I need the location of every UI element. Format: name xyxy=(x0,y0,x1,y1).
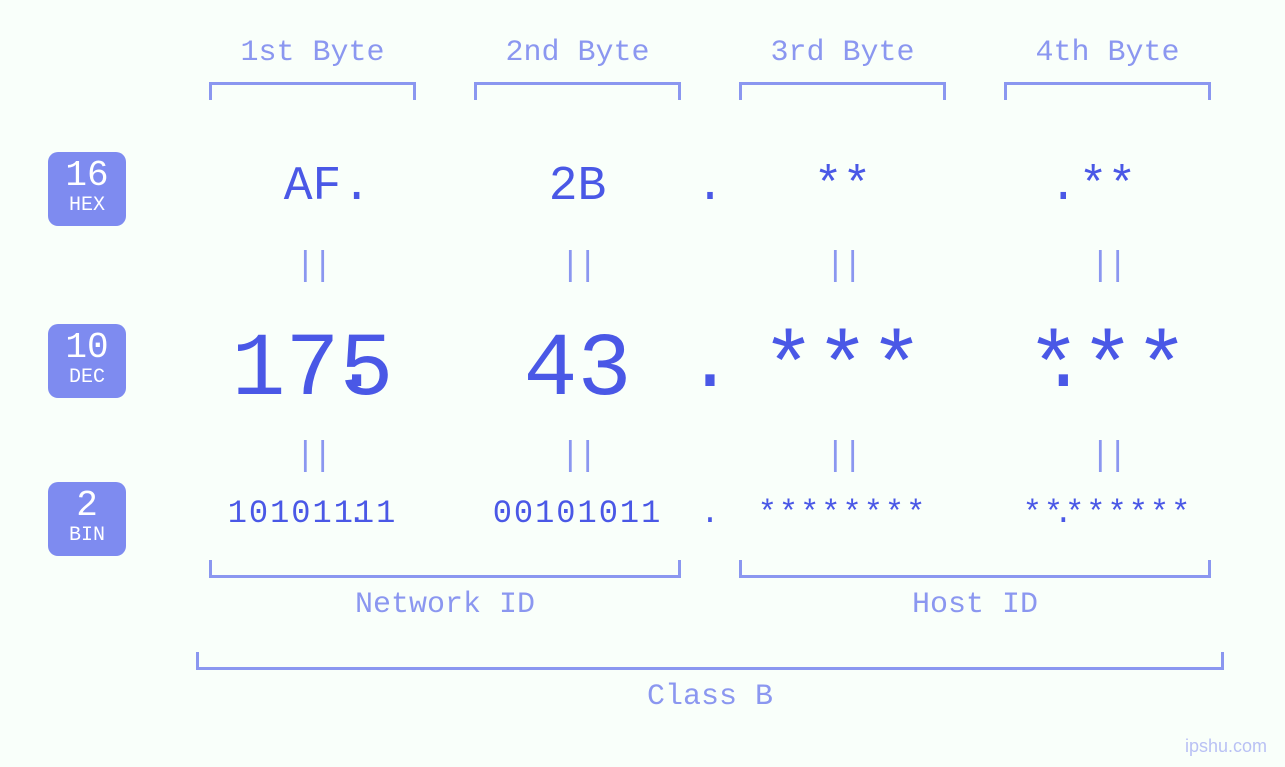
equals: || xyxy=(560,248,595,286)
hex-byte-2: 2B xyxy=(549,160,607,214)
label-host-id: Host ID xyxy=(912,588,1038,622)
byte-brackets-top xyxy=(180,82,1240,100)
byte-header-2: 2nd Byte xyxy=(505,36,649,70)
equals: || xyxy=(295,248,330,286)
hex-row: AF 2B ** ** xyxy=(180,160,1240,214)
label-network-id: Network ID xyxy=(355,588,535,622)
equals: || xyxy=(1090,438,1125,476)
equals: || xyxy=(825,248,860,286)
bracket-byte-3 xyxy=(739,82,946,100)
byte-header-1: 1st Byte xyxy=(240,36,384,70)
equals-row-2: || || || || xyxy=(180,438,1240,476)
bracket-byte-4 xyxy=(1004,82,1211,100)
base-badge-dec: 10 DEC xyxy=(48,324,126,398)
dec-byte-1: 175 xyxy=(231,320,393,422)
bracket-class xyxy=(196,652,1224,670)
dec-byte-2: 43 xyxy=(523,320,631,422)
byte-headers: 1st Byte 2nd Byte 3rd Byte 4th Byte xyxy=(180,36,1240,70)
bin-byte-2: 00101011 xyxy=(493,495,663,532)
bracket-byte-2 xyxy=(474,82,681,100)
base-num-bin: 2 xyxy=(48,488,126,524)
bracket-byte-1 xyxy=(209,82,416,100)
base-num-hex: 16 xyxy=(48,158,126,194)
watermark: ipshu.com xyxy=(1185,736,1267,757)
bin-byte-1: 10101111 xyxy=(228,495,398,532)
base-num-dec: 10 xyxy=(48,330,126,366)
equals: || xyxy=(295,438,330,476)
base-label-dec: DEC xyxy=(48,368,126,388)
dec-row: 175 43 *** *** xyxy=(180,320,1240,422)
base-label-hex: HEX xyxy=(48,196,126,216)
bracket-host xyxy=(739,560,1211,578)
base-badge-bin: 2 BIN xyxy=(48,482,126,556)
class-bracket-row xyxy=(180,652,1240,670)
bin-byte-4: ******** xyxy=(1023,495,1193,532)
hex-byte-1: AF xyxy=(284,160,342,214)
label-class: Class B xyxy=(647,680,773,714)
equals: || xyxy=(825,438,860,476)
byte-header-3: 3rd Byte xyxy=(770,36,914,70)
equals-row-1: || || || || xyxy=(180,248,1240,286)
equals: || xyxy=(560,438,595,476)
bracket-network xyxy=(209,560,681,578)
base-badge-hex: 16 HEX xyxy=(48,152,126,226)
byte-header-4: 4th Byte xyxy=(1035,36,1179,70)
net-host-labels: Network ID Host ID xyxy=(180,588,1240,622)
dec-byte-4: *** xyxy=(1026,320,1188,422)
class-label-row: Class B xyxy=(180,680,1240,714)
equals: || xyxy=(1090,248,1125,286)
base-label-bin: BIN xyxy=(48,526,126,546)
net-host-brackets xyxy=(180,560,1240,578)
hex-byte-4: ** xyxy=(1079,160,1137,214)
bin-byte-3: ******** xyxy=(758,495,928,532)
bin-row: 10101111 00101011 ******** ******** xyxy=(180,495,1240,532)
dec-byte-3: *** xyxy=(761,320,923,422)
hex-byte-3: ** xyxy=(814,160,872,214)
